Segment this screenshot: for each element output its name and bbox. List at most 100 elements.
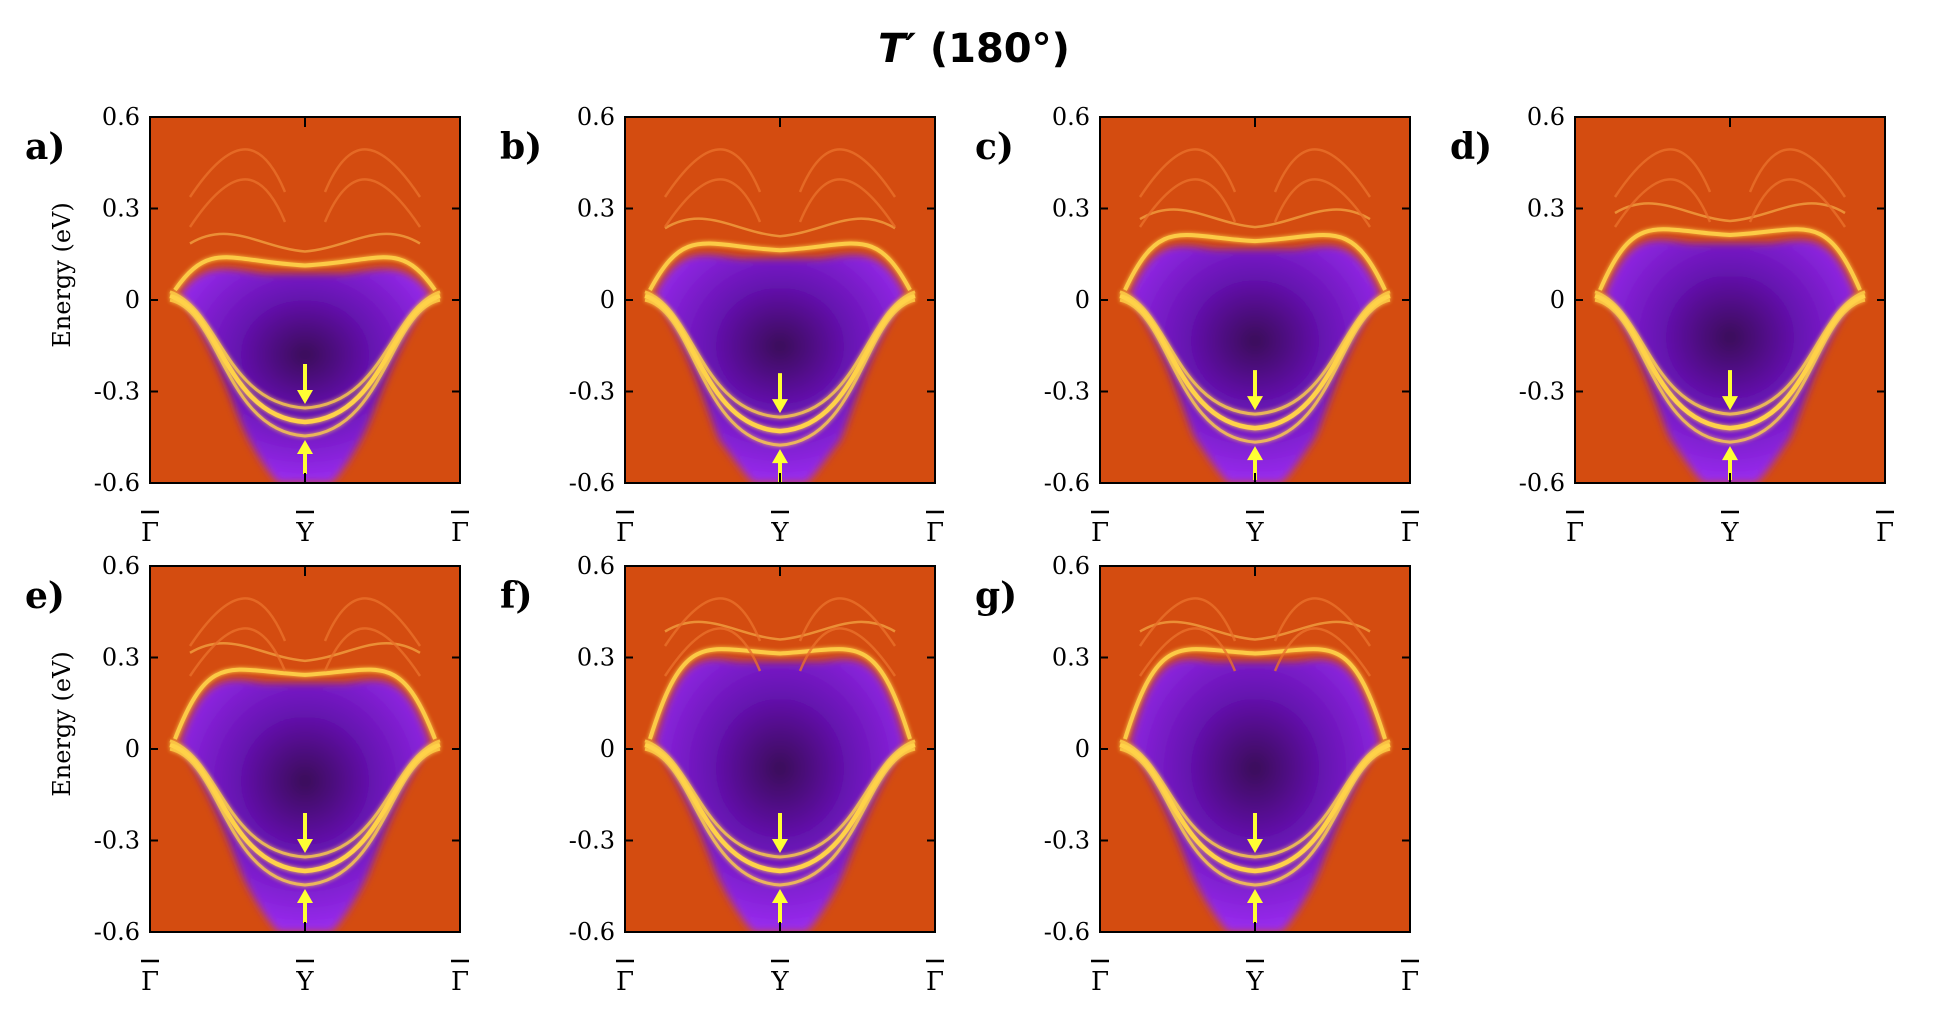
k-point-label: Y (1245, 518, 1264, 548)
k-point-label: Γ (616, 518, 634, 548)
upper-band (1138, 627, 1372, 677)
arrow-down-head (297, 390, 313, 404)
y-tick-label: -0.6 (569, 918, 615, 946)
y-tick-label: -0.6 (1044, 469, 1090, 497)
panel-c: 0.60.30-0.3-0.6Γ Y Γc) (975, 103, 1419, 548)
arrow-down-head (1247, 396, 1263, 411)
panel-plot-area (625, 117, 935, 483)
surface-state-band (644, 293, 916, 434)
upper-band (1613, 178, 1847, 228)
arrow-down-head (297, 839, 313, 853)
y-tick-label: -0.3 (569, 378, 615, 406)
surface-state-band (169, 293, 441, 425)
surface-band-top-secondary (1139, 208, 1371, 229)
surface-band-top (173, 667, 437, 740)
upper-band (663, 148, 897, 198)
bulk-gap-region (1605, 239, 1855, 483)
arrow-up-head (772, 449, 788, 464)
k-point-label: Γ (1091, 967, 1109, 997)
y-tick-label: 0.3 (1527, 195, 1565, 223)
upper-band (188, 148, 422, 198)
surface-state-band (1594, 290, 1866, 416)
upper-band (1613, 148, 1847, 198)
surface-state-band (1119, 747, 1391, 887)
arrow-down-head (1722, 396, 1738, 411)
y-tick-label: -0.6 (1044, 918, 1090, 946)
y-tick-label: 0 (600, 735, 615, 763)
surface-state-band (644, 739, 916, 859)
surface-band-top (648, 647, 912, 740)
arrow-up-head (297, 440, 313, 454)
y-tick-label: -0.3 (94, 827, 140, 855)
y-tick-label: 0.3 (102, 195, 140, 223)
figure-title: T′ (180°) (878, 26, 1070, 72)
y-tick-label: 0.6 (1052, 552, 1090, 580)
k-point-label: Γ (1401, 518, 1419, 548)
upper-band (1138, 178, 1372, 228)
panel-a: 0.60.30-0.3-0.6Γ Y Γa)Energy (eV) (25, 103, 469, 548)
y-tick-label: 0.3 (577, 644, 615, 672)
y-tick-label: 0.6 (1052, 103, 1090, 131)
bulk-gap-region (1130, 245, 1380, 483)
panel-plot-area (150, 117, 460, 483)
bulk-gap-region (1130, 659, 1380, 932)
surface-band-top (1123, 233, 1387, 291)
panel-label: a) (25, 126, 65, 168)
panel-plot-area (150, 566, 460, 932)
surface-state-band (1119, 739, 1391, 859)
panel-grid: 0.60.30-0.3-0.6Γ Y Γa)Energy (eV)0.60.30-0… (25, 103, 1894, 997)
surface-state-band (644, 742, 916, 874)
surface-band-top-secondary (1614, 202, 1846, 223)
surface-state-band (1119, 298, 1391, 444)
y-tick-label: 0.6 (102, 103, 140, 131)
surface-state-band (169, 298, 441, 438)
k-point-label: Γ (1091, 518, 1109, 548)
k-point-label: Y (1720, 518, 1739, 548)
surface-band-top (1123, 647, 1387, 740)
bulk-gap-region (655, 254, 905, 483)
upper-band (663, 627, 897, 677)
surface-band-top (173, 255, 437, 292)
y-tick-label: -0.3 (1044, 378, 1090, 406)
y-tick-label: 0.6 (1527, 103, 1565, 131)
k-point-label: Y (770, 518, 789, 548)
k-point-label: Γ (1566, 518, 1584, 548)
arrow-down-head (1247, 839, 1263, 853)
panel-label: c) (975, 126, 1014, 168)
surface-state-band (1594, 293, 1866, 431)
arrow-down-head (772, 839, 788, 853)
k-point-label: Γ (926, 967, 944, 997)
k-point-label: Γ (1876, 518, 1894, 548)
panel-g: 0.60.30-0.3-0.6Γ Y Γg) (975, 552, 1419, 997)
surface-state-band (169, 742, 441, 874)
panel-label: e) (25, 575, 65, 617)
upper-band (1138, 148, 1372, 198)
surface-band-top (1598, 227, 1862, 291)
y-tick-label: -0.3 (1519, 378, 1565, 406)
surface-state-band (1119, 742, 1391, 874)
panel-plot-area (1100, 117, 1410, 483)
y-tick-label: 0 (1075, 286, 1090, 314)
surface-band-top-secondary (1139, 620, 1371, 641)
surface-state-band (1594, 298, 1866, 444)
panel-label: g) (975, 575, 1017, 617)
k-point-label: Y (1245, 967, 1264, 997)
k-point-label: Γ (926, 518, 944, 548)
y-tick-label: 0.3 (1052, 195, 1090, 223)
panel-b: 0.60.30-0.3-0.6Γ Y Γb) (500, 103, 944, 548)
upper-band (1138, 597, 1372, 647)
panel-d: 0.60.30-0.3-0.6Γ Y Γd) (1450, 103, 1894, 548)
arrow-up-head (1722, 446, 1738, 461)
surface-state-band (1119, 293, 1391, 431)
y-tick-label: 0.6 (577, 103, 615, 131)
panel-e: 0.60.30-0.3-0.6Γ Y Γe)Energy (eV) (25, 552, 469, 997)
panel-label: f) (500, 575, 533, 617)
upper-band (663, 597, 897, 647)
upper-band (663, 178, 897, 228)
y-tick-label: 0.3 (102, 644, 140, 672)
y-tick-label: 0.3 (1052, 644, 1090, 672)
panel-plot-area (1100, 566, 1410, 932)
arrow-up-head (772, 889, 788, 903)
arrow-up-head (1247, 446, 1263, 461)
